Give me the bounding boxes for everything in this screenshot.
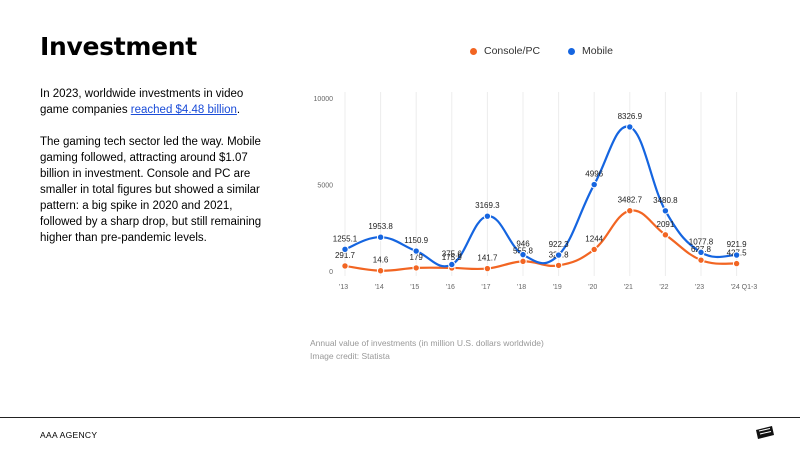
data-point-consolepc <box>661 231 670 239</box>
data-label-mobile: 1150.9 <box>404 236 428 245</box>
data-label-consolepc: 14.6 <box>373 256 389 265</box>
legend-label-mobile: Mobile <box>582 45 613 57</box>
x-tick-label: '20 <box>588 284 597 291</box>
data-point-mobile <box>590 180 598 189</box>
data-label-mobile: 3169.3 <box>475 201 500 210</box>
paragraph-end: . <box>236 104 241 116</box>
data-point-consolepc <box>412 264 420 272</box>
x-tick-label: '13 <box>339 284 348 291</box>
data-point-mobile <box>732 251 741 259</box>
x-tick-label: '15 <box>410 284 419 291</box>
chart-caption: Annual value of investments (in million … <box>310 337 544 363</box>
data-label-mobile: 921.9 <box>727 240 748 249</box>
data-point-consolepc <box>732 259 741 268</box>
data-point-consolepc <box>341 262 349 270</box>
legend-label-console: Console/PC <box>484 45 541 57</box>
data-label-mobile: 1255.1 <box>333 234 358 243</box>
legend-item-console: Console/PC <box>470 45 540 57</box>
data-point-mobile <box>554 251 563 259</box>
paragraph-text: In 2023, worldwide investments in video … <box>40 88 244 116</box>
data-point-mobile <box>626 123 634 131</box>
data-point-consolepc <box>483 264 492 273</box>
y-tick-label: 10000 <box>314 96 334 103</box>
footer-divider <box>0 417 800 418</box>
data-point-mobile <box>697 248 705 257</box>
paragraph-sectors: The gaming tech sector led the way. Mobi… <box>40 136 262 244</box>
page-title: Investment <box>40 32 197 61</box>
investment-line-chart: 0 5000 10000 '13 '14 '15 '16 '17 '18 '19 '20 '21 '22… <box>314 92 758 291</box>
data-label-mobile: 922.3 <box>549 240 570 249</box>
x-tick-label: '23 <box>695 284 704 291</box>
y-tick-label: 5000 <box>317 183 333 190</box>
x-tick-label: '16 <box>446 284 455 291</box>
investment-link[interactable]: reached $4.48 billion <box>130 104 237 116</box>
x-tick-label: '22 <box>659 284 668 291</box>
data-point-mobile <box>376 233 385 241</box>
caption-description: Annual value of investments (in million … <box>310 338 544 348</box>
data-label-consolepc: 175.9 <box>442 253 463 262</box>
data-label-consolepc: 179 <box>410 253 424 262</box>
data-label-mobile: 375.6 <box>442 250 463 259</box>
data-point-mobile <box>519 250 527 259</box>
x-tick-label: '14 <box>375 284 384 291</box>
data-point-mobile <box>412 247 420 255</box>
data-point-consolepc <box>554 261 563 270</box>
data-point-mobile <box>341 245 349 253</box>
paragraph-investment: In 2023, worldwide investments in video … <box>40 86 275 118</box>
data-label-mobile: 946 <box>516 240 530 249</box>
x-tick-label: '24 Q1-3 <box>731 284 758 291</box>
caption-credit: Image credit: Statista <box>310 351 390 361</box>
data-label-mobile: 3480.8 <box>653 196 678 205</box>
data-point-consolepc <box>376 267 385 275</box>
data-label-mobile: 1953.8 <box>368 222 393 231</box>
data-point-consolepc <box>626 207 634 215</box>
legend-dot-mobile <box>568 47 576 55</box>
data-point-mobile <box>483 212 492 220</box>
data-label-mobile: 1077.8 <box>689 237 714 246</box>
y-tick-label: 0 <box>329 269 333 276</box>
data-label-consolepc: 141.7 <box>477 254 498 263</box>
intro-text: In 2023, worldwide investments in video … <box>40 86 275 262</box>
chart-legend: Console/PC Mobile <box>470 45 613 57</box>
agency-logo-icon <box>756 426 774 439</box>
data-point-consolepc <box>590 245 598 254</box>
legend-dot-console <box>470 47 477 55</box>
data-label-consolepc: 2091 <box>657 220 675 229</box>
data-label-mobile: 4996 <box>585 170 603 179</box>
data-label-mobile: 8326.9 <box>618 112 643 121</box>
data-label-consolepc: 1244 <box>585 234 603 243</box>
x-tick-label: '17 <box>481 284 490 291</box>
x-tick-label: '18 <box>517 284 526 291</box>
data-label-consolepc: 3482.7 <box>618 196 643 205</box>
data-point-consolepc <box>519 257 527 266</box>
x-tick-label: '19 <box>553 284 562 291</box>
data-label-consolepc: 291.7 <box>335 251 356 260</box>
data-point-consolepc <box>697 256 705 264</box>
data-point-mobile <box>448 260 456 269</box>
x-tick-label: '21 <box>624 284 633 291</box>
legend-item-mobile: Mobile <box>568 45 613 57</box>
data-label-consolepc: 555.8 <box>513 246 534 255</box>
footer-brand: AAA AGENCY <box>40 430 98 440</box>
data-point-mobile <box>661 207 670 215</box>
